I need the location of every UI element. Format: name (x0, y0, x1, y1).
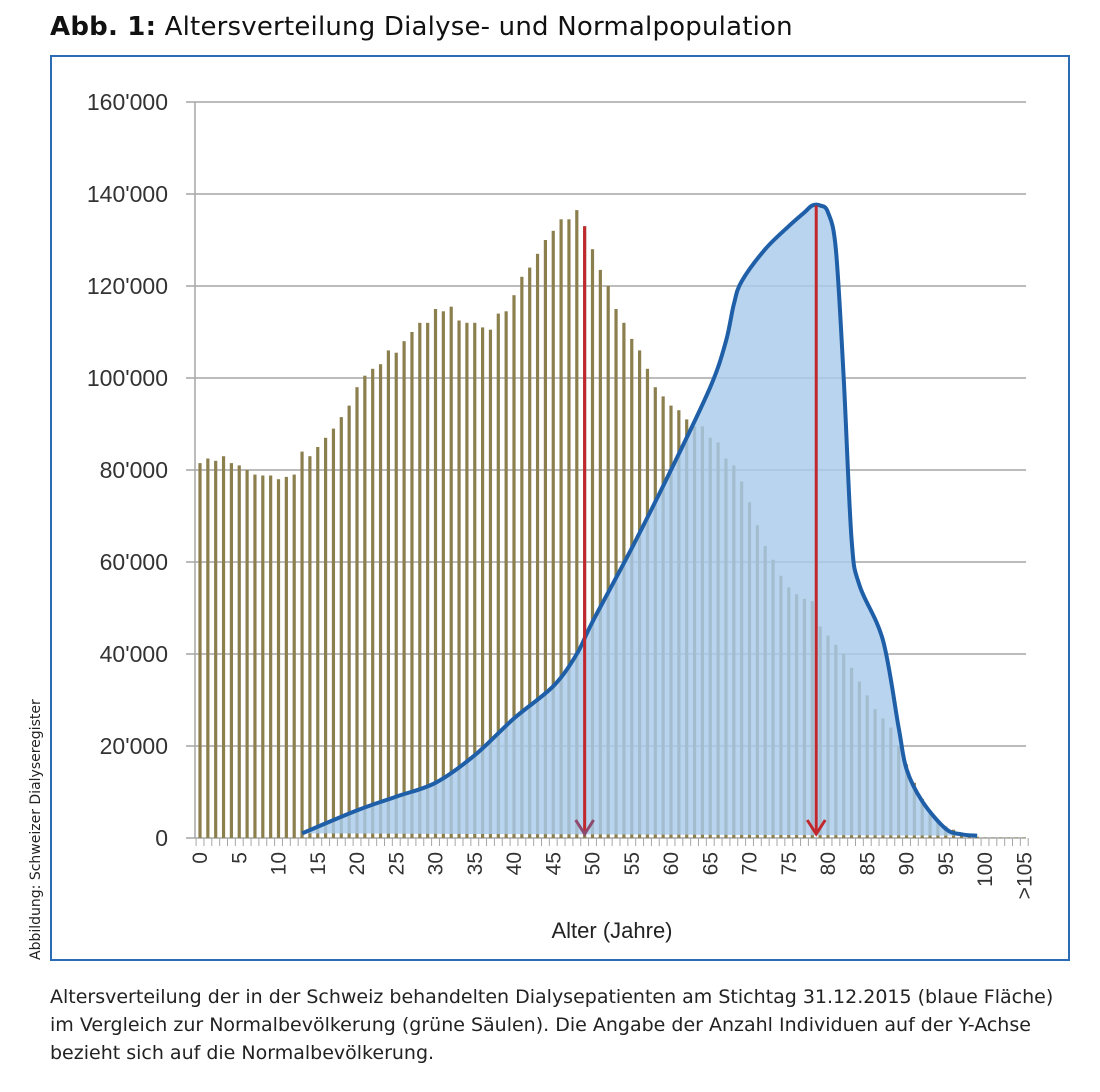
bar-age-42 (528, 267, 532, 839)
bar-age-3 (221, 456, 226, 838)
bar-age-50 (590, 249, 595, 838)
bar-age-25 (394, 352, 398, 838)
bar-age-40 (512, 295, 516, 838)
y-tick-label: 20'000 (100, 733, 168, 759)
x-axis-title: Alter (Jahre) (551, 918, 672, 943)
bar-age-5 (237, 465, 241, 838)
bar-age-52 (606, 286, 610, 838)
bar-age-44 (543, 240, 547, 838)
bar-age-32 (449, 306, 453, 838)
bar-age-23 (378, 364, 383, 838)
bar-age-48 (575, 210, 579, 839)
bar-age-37 (488, 329, 493, 838)
x-tick-label: 20 (346, 852, 369, 875)
bar-age-26 (402, 341, 406, 838)
figure-title-text: Altersverteilung Dialyse- und Normalpopu… (156, 12, 793, 42)
bar-age-46 (559, 219, 563, 839)
y-tick-label: 40'000 (100, 641, 168, 667)
bar-age-43 (535, 253, 540, 839)
bar-age-33 (457, 320, 461, 838)
x-tick-label: 15 (307, 852, 330, 875)
bar-age-20 (355, 387, 359, 838)
bar-age-12 (292, 474, 296, 838)
bar-age-6 (245, 470, 249, 838)
bar-age-19 (347, 405, 351, 838)
bar-age-36 (481, 327, 485, 838)
arrow-head-icon (805, 819, 827, 837)
y-tick-label: 140'000 (87, 181, 168, 207)
x-tick-label: 65 (699, 852, 722, 875)
bar-age-0 (198, 463, 202, 838)
y-tick-label: 120'000 (87, 273, 168, 299)
bar-age-16 (324, 437, 328, 838)
x-axis-labels: 0 5 10 15 20 25 30 35 40 45 50 55 60 65 70 75 80 85 90 95 10… (189, 852, 1036, 899)
x-tick-label: 100 (974, 852, 997, 887)
x-tick-label: 35 (464, 852, 487, 875)
x-tick-label: 10 (268, 852, 291, 875)
figure-number: Abb. 1: (50, 12, 157, 42)
bar-age-14 (308, 456, 312, 838)
bar-age-21 (363, 375, 367, 838)
median-arrows (574, 205, 827, 837)
x-tick-label: 50 (582, 852, 605, 875)
x-tick-label: 80 (817, 852, 840, 875)
x-tick-label: >105 (1013, 852, 1036, 899)
y-tick-label: 100'000 (87, 365, 168, 391)
x-tick-label: 95 (935, 852, 958, 875)
chart-frame (50, 55, 1070, 961)
bar-age-53 (614, 309, 618, 838)
bar-age-28 (418, 322, 422, 838)
bar-age-18 (339, 417, 343, 838)
dialysis-area (301, 202, 978, 838)
bar-age-27 (410, 332, 414, 838)
x-tick-label: 60 (660, 852, 683, 875)
x-tick-label: 90 (896, 852, 919, 875)
bar-age-34 (465, 322, 469, 838)
x-tick-label: 85 (856, 852, 879, 875)
bar-age-17 (331, 428, 336, 838)
source-note: Abbildung: Schweizer Dialyseregister (28, 699, 44, 960)
y-tick-label: 60'000 (100, 549, 168, 575)
y-tick-label: 160'000 (87, 89, 168, 115)
bar-age-45 (551, 230, 555, 839)
x-tick-label: 40 (503, 852, 526, 875)
y-tick-label: 0 (155, 825, 168, 851)
x-tick-label: 0 (189, 852, 212, 864)
figure-title: Abb. 1: Altersverteilung Dialyse- und No… (50, 12, 793, 42)
bar-age-35 (473, 322, 477, 838)
x-tick-label: 45 (542, 852, 565, 875)
x-tick-label: 70 (739, 852, 762, 875)
bar-age-39 (504, 311, 508, 838)
bar-age-41 (520, 276, 524, 838)
bar-age-11 (284, 476, 288, 838)
y-axis-labels: 0 20'000 40'000 60'000 80'000 100'000 120'000 1… (87, 89, 168, 851)
x-tick-label: 5 (228, 852, 251, 864)
bar-age-22 (371, 368, 375, 838)
bar-age-4 (229, 463, 233, 838)
bar-age-30 (433, 309, 438, 838)
bar-age-8 (261, 475, 265, 838)
bar-age-47 (567, 219, 571, 839)
arrow-head-icon (574, 819, 595, 837)
x-tick-label: 25 (385, 852, 408, 875)
bar-age-15 (316, 447, 320, 838)
y-tick-label: 80'000 (100, 457, 168, 483)
x-tick-label: 30 (425, 852, 448, 875)
x-tick-label: 55 (621, 852, 644, 875)
bar-age-10 (276, 479, 281, 838)
bar-age-38 (496, 313, 500, 839)
bar-age-13 (300, 451, 304, 838)
bar-age-31 (441, 311, 445, 838)
bar-age-99 (975, 836, 979, 838)
figure-caption: Altersverteilung der in der Schweiz beha… (50, 986, 1054, 1064)
bar-age-2 (214, 460, 218, 838)
bar-age-24 (386, 350, 390, 838)
bar-age-51 (598, 269, 602, 838)
bar-age-7 (253, 474, 257, 838)
bar-age-9 (269, 475, 273, 838)
bar-age-29 (426, 322, 430, 838)
bar-age-1 (206, 458, 210, 838)
x-tick-label: 75 (778, 852, 801, 875)
